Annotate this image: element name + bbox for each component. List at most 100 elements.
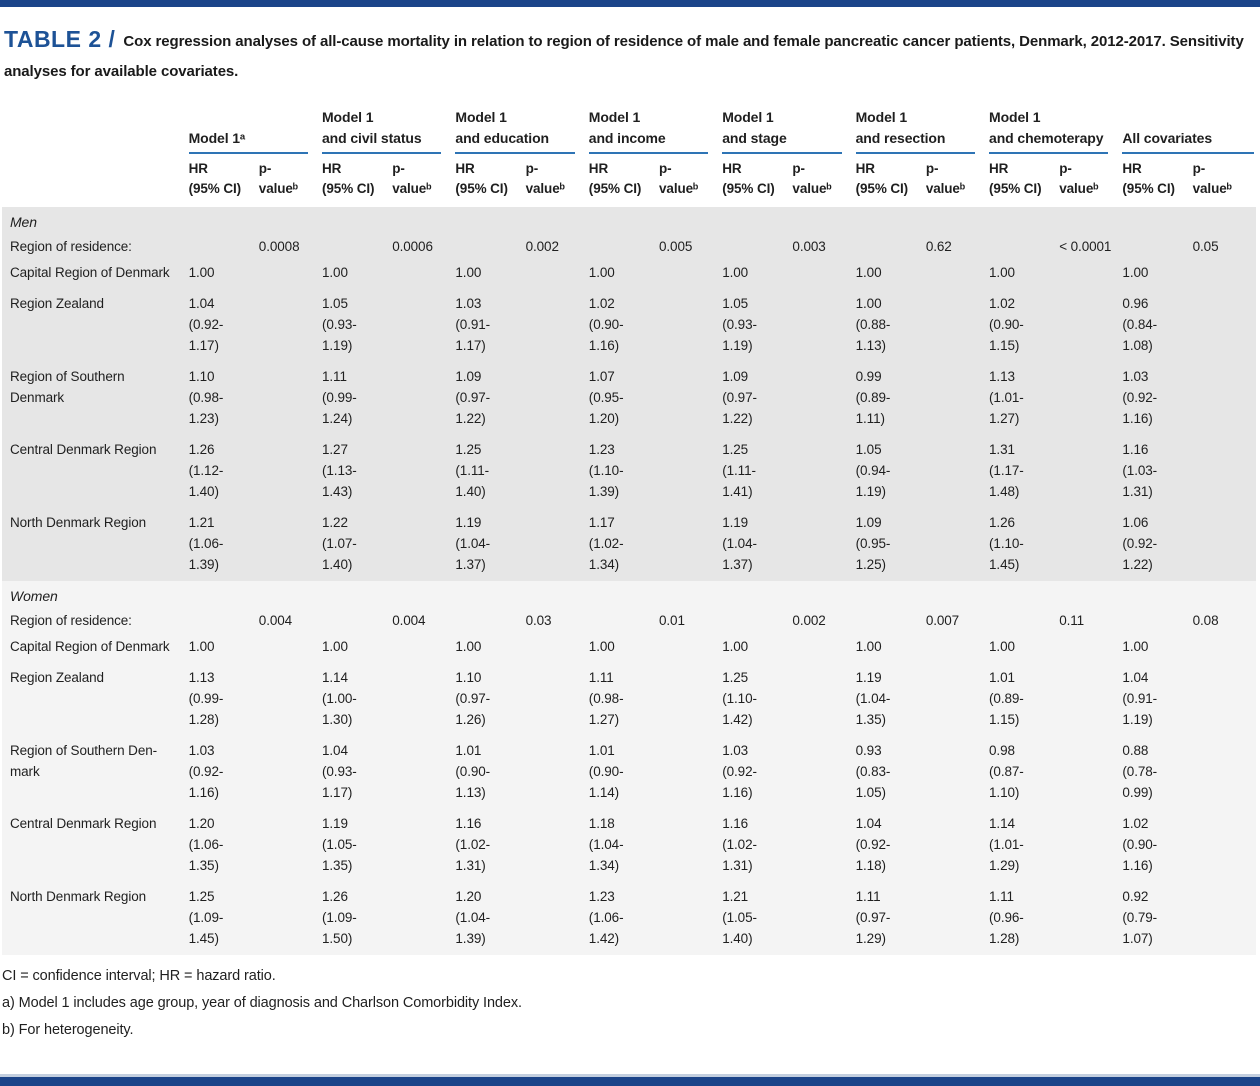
hr-ci-cell: 0.93 (0.83- 1.05) [855, 737, 926, 810]
p-cell-empty [792, 508, 856, 582]
p-cell-empty [659, 737, 723, 810]
col-subheader-hr-6: HR (95% CI) [855, 161, 909, 196]
p-cell-empty [659, 664, 723, 738]
col-subheader-p-3: p- valueᵇ [525, 161, 565, 196]
section-label-men: Men [2, 207, 1256, 236]
p-cell-empty [392, 290, 456, 364]
column-subheader-row: HR (95% CI) p- valueᵇ HR (95% CI) p- valueᵇ… [2, 154, 1256, 207]
region-of-residence-row: Region of residence: 0.004 0.004 0.03 0.01 0.… [2, 609, 1256, 634]
column-group-6: Model 1 and resection [855, 97, 989, 155]
p-cell-empty [258, 633, 322, 665]
hr-ci-cell: 1.21 (1.06- 1.39) [188, 508, 259, 582]
p-cell-empty [925, 882, 990, 956]
col-subheader-hr-7: HR (95% CI) [989, 161, 1042, 196]
p-cell-empty [792, 882, 856, 956]
row-label: Capital Region of Denmark [2, 259, 189, 291]
hr-ci-cell: 1.19 (1.04- 1.35) [855, 664, 926, 738]
hr-ci-cell: 1.00 [588, 633, 659, 665]
p-cell-empty [1192, 435, 1256, 509]
p-cell-empty [792, 435, 856, 509]
hr-ci-cell: 1.17 (1.02- 1.34) [588, 508, 659, 582]
regression-table-wrapper: Model 1ᵃ Model 1 and civil status Model 1 … [0, 97, 1260, 956]
hr-ci-cell: 1.11 (0.97- 1.29) [855, 882, 926, 956]
hr-ci-cell: 1.06 (0.92- 1.22) [1122, 508, 1193, 582]
p-cell-empty [525, 435, 589, 509]
p-cell-empty [1059, 664, 1123, 738]
hr-ci-cell: 1.19 (1.05- 1.35) [321, 809, 393, 883]
p-cell-empty [1059, 508, 1123, 582]
column-group-title: Model 1ᵃ [188, 128, 308, 155]
hr-cell-empty [989, 235, 1060, 260]
hr-cell-empty [855, 235, 926, 260]
hr-ci-cell: 1.03 (0.91- 1.17) [455, 290, 526, 364]
footnotes: CI = confidence interval; HR = hazard ra… [0, 955, 1260, 1049]
col-subheader-p-4: p- valueᵇ [659, 161, 699, 196]
row-label: Region of Southern Denmark [2, 363, 189, 436]
hr-ci-cell: 1.10 (0.97- 1.26) [455, 664, 526, 738]
cox-regression-table: Model 1ᵃ Model 1 and civil status Model 1 … [2, 97, 1256, 956]
hr-cell-empty [722, 609, 793, 634]
table-row: North Denmark Region 1.21 (1.06- 1.39) 1.2… [2, 508, 1256, 582]
p-value-cell: < 0.0001 [1059, 235, 1123, 260]
table-row: Region Zealand 1.04 (0.92- 1.17) 1.05 (0.9… [2, 290, 1256, 364]
p-cell-empty [392, 435, 456, 509]
p-cell-empty [925, 633, 990, 665]
hr-ci-cell: 1.02 (0.90- 1.16) [588, 290, 659, 364]
hr-cell-empty [455, 235, 526, 260]
hr-ci-cell: 1.13 (1.01- 1.27) [989, 363, 1060, 436]
hr-cell-empty [188, 235, 259, 260]
hr-ci-cell: 1.00 [722, 259, 793, 291]
hr-ci-cell: 1.04 (0.92- 1.18) [855, 809, 926, 883]
hr-ci-cell: 1.16 (1.02- 1.31) [722, 809, 793, 883]
region-of-residence-row: Region of residence: 0.0008 0.0006 0.002 0.0… [2, 235, 1256, 260]
col-subheader-p-1: p- valueᵇ [258, 161, 298, 196]
hr-ci-cell: 1.05 (0.94- 1.19) [855, 435, 926, 509]
bottom-rule [0, 1074, 1260, 1086]
p-cell-empty [258, 259, 322, 291]
hr-ci-cell: 0.99 (0.89- 1.11) [855, 363, 926, 436]
p-cell-empty [1192, 259, 1256, 291]
row-label: Region of residence: [2, 235, 189, 260]
p-cell-empty [392, 508, 456, 582]
p-value-cell: 0.62 [925, 235, 990, 260]
p-cell-empty [1059, 363, 1123, 436]
column-group-header-row: Model 1ᵃ Model 1 and civil status Model 1 … [2, 97, 1256, 155]
col-subheader-p-2: p- valueᵇ [392, 161, 432, 196]
p-cell-empty [392, 664, 456, 738]
hr-cell-empty [722, 235, 793, 260]
p-cell-empty [1059, 259, 1123, 291]
hr-ci-cell: 1.04 (0.92- 1.17) [188, 290, 259, 364]
p-cell-empty [925, 363, 990, 436]
p-cell-empty [525, 882, 589, 956]
p-cell-empty [1059, 435, 1123, 509]
corner-cell [2, 154, 189, 207]
p-cell-empty [925, 290, 990, 364]
hr-ci-cell: 1.00 [455, 633, 526, 665]
hr-ci-cell: 1.14 (1.00- 1.30) [321, 664, 393, 738]
p-cell-empty [925, 259, 990, 291]
hr-ci-cell: 1.01 (0.89- 1.15) [989, 664, 1060, 738]
p-cell-empty [1192, 882, 1256, 956]
p-value-cell: 0.03 [525, 609, 589, 634]
hr-ci-cell: 1.00 [722, 633, 793, 665]
p-cell-empty [525, 633, 589, 665]
p-cell-empty [659, 435, 723, 509]
hr-ci-cell: 1.18 (1.04- 1.34) [588, 809, 659, 883]
hr-ci-cell: 1.19 (1.04- 1.37) [455, 508, 526, 582]
p-cell-empty [1192, 363, 1256, 436]
hr-ci-cell: 1.22 (1.07- 1.40) [321, 508, 393, 582]
row-label: Central Denmark Region [2, 809, 189, 883]
footnote-abbreviations: CI = confidence interval; HR = hazard ra… [2, 968, 276, 985]
table-row: Capital Region of Denmark 1.00 1.00 1.00 1.0… [2, 259, 1256, 291]
column-group-title: All covariates [1122, 128, 1254, 155]
hr-ci-cell: 1.11 (0.99- 1.24) [321, 363, 393, 436]
hr-ci-cell: 1.20 (1.04- 1.39) [455, 882, 526, 956]
hr-ci-cell: 1.03 (0.92- 1.16) [722, 737, 793, 810]
p-cell-empty [925, 664, 990, 738]
hr-cell-empty [855, 609, 926, 634]
hr-ci-cell: 1.25 (1.09- 1.45) [188, 882, 259, 956]
p-cell-empty [659, 290, 723, 364]
hr-cell-empty [455, 609, 526, 634]
p-cell-empty [659, 809, 723, 883]
column-group-title: Model 1 and income [588, 107, 709, 155]
